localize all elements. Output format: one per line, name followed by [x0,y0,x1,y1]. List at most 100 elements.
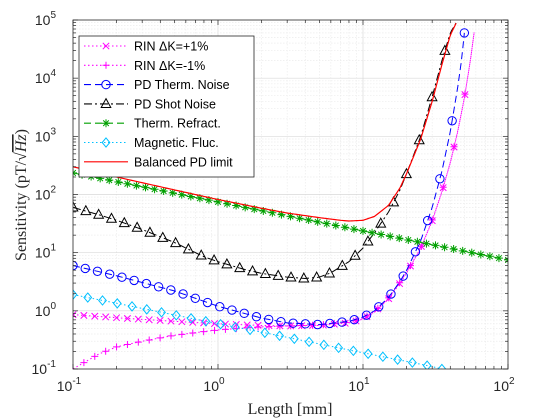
series-layer [73,22,508,369]
data-point [80,311,88,319]
data-point [112,298,122,309]
data-point [104,269,115,279]
data-point [239,308,249,319]
series-2 [73,28,470,330]
data-point [400,167,413,179]
data-point [349,225,358,234]
data-point [186,312,196,324]
legend-label: Therm. Refract. [134,117,221,131]
data-point [243,324,251,332]
y-tick-label: 104 [35,68,57,86]
x-tick-label-base: 10 [57,378,73,394]
data-point [145,316,153,324]
data-point [260,327,270,339]
data-point [422,215,433,226]
data-point [210,319,219,328]
y-tick-label-base: 10 [35,12,51,28]
legend-marker [102,42,110,50]
y-tick-label-exponent: 4 [50,68,56,79]
legend-label: PD Shot Noise [134,97,216,111]
data-point [211,326,219,334]
data-point [123,341,131,349]
y-tick-label: 101 [35,243,57,261]
data-point [309,321,317,329]
data-point [374,302,384,312]
data-point [93,208,105,219]
data-point [395,234,404,243]
data-point [182,242,195,254]
data-point [167,317,175,325]
data-point [105,176,114,185]
x-axis-label: Length [mm] [248,401,333,418]
data-point [189,329,197,337]
data-point [450,143,458,151]
legend-label: PD Therm. Noise [134,78,230,92]
legend-marker [100,97,112,108]
data-point [304,336,314,348]
data-point [375,217,387,228]
series-line [73,22,457,222]
x-tick-label-base: 10 [348,378,364,394]
data-point [377,230,386,239]
data-point [190,293,200,303]
data-point [204,196,213,205]
data-point [156,334,164,342]
data-point [73,201,79,212]
grid [73,20,508,369]
x-tick-labels: 10-1 100 101 102 [57,376,515,394]
x-tick-label-base: 10 [203,378,219,394]
data-point [134,315,142,323]
y-tick-label-exponent: 2 [50,185,56,196]
data-point [200,328,208,336]
y-tick-label-base: 10 [35,303,51,319]
data-point [145,336,153,344]
x-tick-label-base: 10 [493,378,509,394]
data-point [449,245,458,254]
svg-text:Sensitivity (pT/√Hz): Sensitivity (pT/√Hz) [13,129,30,261]
series-line [73,32,475,327]
data-point [304,216,313,225]
data-point [300,319,311,329]
data-point [132,181,141,190]
data-point [80,263,90,274]
legend: RIN ΔK=+1% RIN ΔK=-1% PD Therm. Noise PD Sh… [78,35,255,178]
data-point [286,212,295,221]
data-point [259,206,268,215]
legend-label: RIN ΔK=+1% [134,40,208,54]
data-point [265,323,273,331]
data-point [91,352,99,360]
y-tick-label: 105 [35,10,57,28]
series-5 [73,289,447,369]
data-point [178,330,186,338]
data-point [178,289,188,299]
y-tick-label: 10-1 [32,359,57,377]
data-point [334,342,344,354]
data-point [208,253,220,265]
y-axis-label-sqrt-arg: Hz [13,134,30,154]
data-point [340,223,349,232]
data-point [201,315,211,327]
legend-entry: Magnetic. Fluc. [84,136,219,150]
data-point [323,267,336,278]
data-point [363,348,373,360]
data-point [245,324,255,336]
x-tick-label: 100 [203,376,225,394]
data-point [437,363,447,369]
data-point [150,185,159,194]
data-point [230,321,240,333]
data-point [319,339,329,351]
legend-entry: Therm. Refract. [84,117,221,131]
data-point [227,305,237,315]
y-tick-label-exponent: 3 [50,126,56,137]
legend-entry: Balanced PD limit [84,155,233,169]
y-tick-label-exponent: -1 [47,359,56,370]
y-tick-label-exponent: 0 [50,301,56,312]
data-point [348,345,358,357]
series-line [73,22,457,279]
data-point [169,236,182,248]
data-point [105,212,118,223]
data-point [195,194,204,203]
data-point [102,347,110,355]
data-point [289,333,299,345]
